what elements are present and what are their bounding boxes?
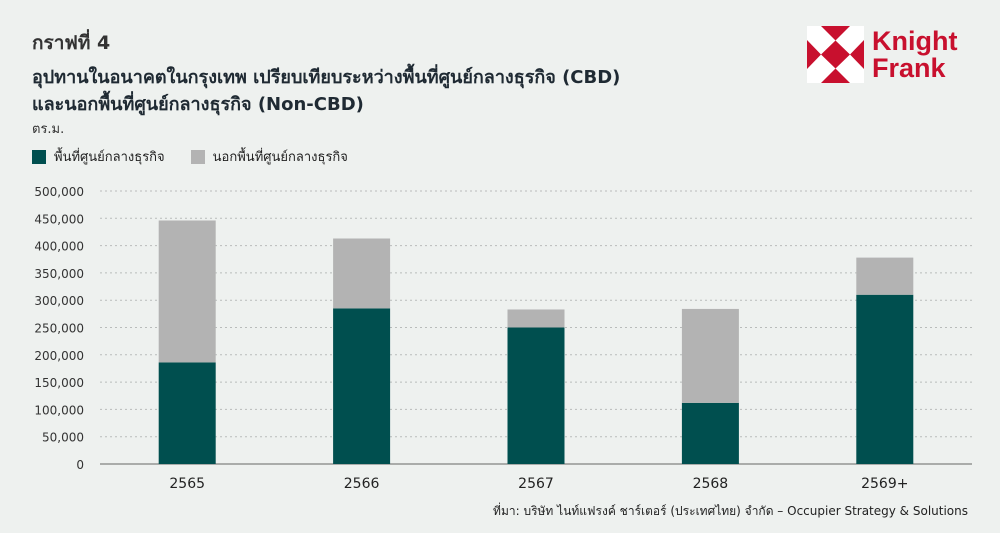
- legend-item-non-cbd: นอกพื้นที่ศูนย์กลางธุรกิจ: [190, 146, 348, 167]
- bar-segment-non-cbd: [507, 309, 565, 328]
- y-tick-label: 100,000: [34, 403, 84, 417]
- legend-label-non-cbd: นอกพื้นที่ศูนย์กลางธุรกิจ: [212, 150, 348, 165]
- y-tick-label: 150,000: [34, 376, 84, 390]
- y-tick-label: 0: [76, 458, 84, 472]
- bar-segment-non-cbd: [856, 257, 914, 295]
- bar-segment-cbd: [856, 294, 914, 464]
- bar-segment-cbd: [681, 402, 739, 464]
- knight-frank-logo: Knight Frank: [807, 26, 957, 83]
- logo-text: Knight Frank: [872, 25, 958, 83]
- figure-number: กราฟที่ 4: [32, 32, 111, 54]
- bar-segment-non-cbd: [681, 308, 739, 403]
- x-tick-label: 2569+: [861, 476, 908, 492]
- y-tick-label: 300,000: [34, 294, 84, 308]
- legend: พื้นที่ศูนย์กลางธุรกิจ นอกพื้นที่ศูนย์กล…: [32, 146, 374, 167]
- y-tick-label: 200,000: [34, 349, 84, 363]
- bar-segment-cbd: [507, 327, 565, 464]
- legend-swatch-cbd: [32, 149, 46, 164]
- title-block: กราฟที่ 4 อุปทานในอนาคตในกรุงเทพ เปรียบเ…: [32, 28, 620, 118]
- logo-word-knight: Knight: [872, 25, 958, 56]
- y-tick-label: 350,000: [34, 267, 84, 281]
- bar-segment-cbd: [333, 308, 391, 464]
- y-tick-label: 450,000: [34, 212, 84, 226]
- y-tick-label: 400,000: [34, 240, 84, 254]
- bar-segment-non-cbd: [158, 220, 216, 363]
- chart-title-line2: และนอกพื้นที่ศูนย์กลางธุรกิจ (Non-CBD): [32, 94, 364, 115]
- x-tick-label: 2565: [169, 476, 205, 492]
- y-axis-unit: ตร.ม.: [32, 122, 65, 137]
- bar-segment-cbd: [158, 362, 216, 464]
- x-tick-label: 2568: [693, 476, 729, 492]
- legend-swatch-non-cbd: [190, 149, 205, 164]
- y-tick-label: 500,000: [34, 185, 84, 199]
- legend-item-cbd: พื้นที่ศูนย์กลางธุรกิจ: [32, 146, 165, 167]
- logo-mark-icon: [807, 26, 864, 83]
- logo-word-frank: Frank: [872, 52, 946, 83]
- x-tick-label: 2567: [518, 476, 554, 492]
- chart-title-line1: อุปทานในอนาคตในกรุงเทพ เปรียบเทียบระหว่า…: [32, 67, 621, 88]
- y-tick-label: 50,000: [42, 431, 84, 445]
- source-note: ที่มา: บริษัท ไนท์แฟรงค์ ชาร์เตอร์ (ประเ…: [493, 504, 968, 518]
- legend-label-cbd: พื้นที่ศูนย์กลางธุรกิจ: [54, 150, 165, 165]
- y-tick-label: 250,000: [34, 322, 84, 336]
- x-tick-label: 2566: [344, 476, 380, 492]
- bar-segment-non-cbd: [333, 238, 391, 309]
